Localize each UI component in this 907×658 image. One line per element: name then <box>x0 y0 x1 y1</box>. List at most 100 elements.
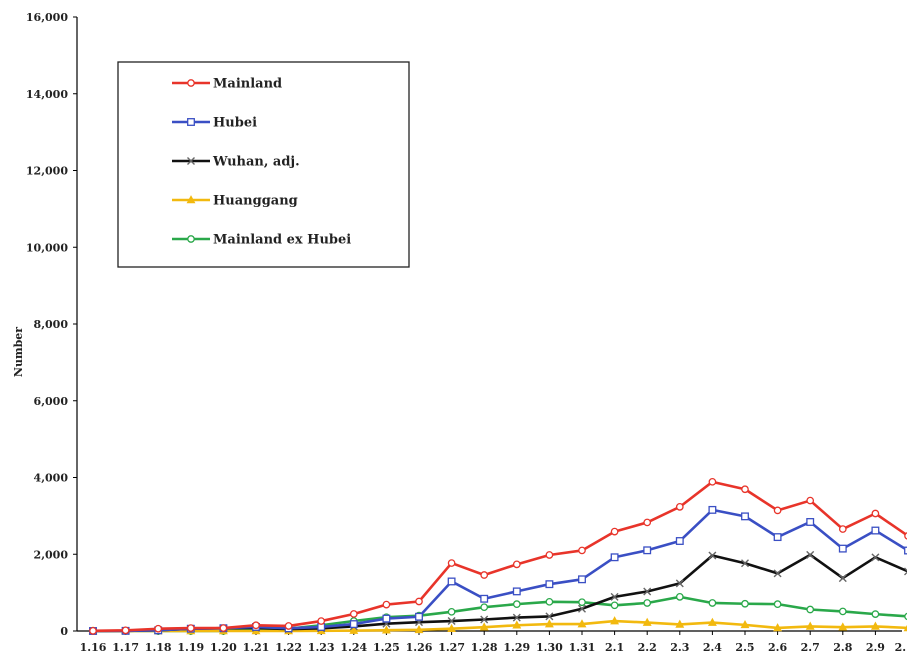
x-tick-label: 2.7 <box>801 641 820 654</box>
legend-item: Hubei <box>172 116 257 131</box>
legend-marker <box>187 79 195 87</box>
data-point <box>675 619 685 628</box>
data-point <box>904 546 907 555</box>
data-point <box>121 626 130 635</box>
data-point <box>838 607 847 616</box>
data-point <box>707 617 717 626</box>
data-point <box>675 592 684 601</box>
data-point <box>512 587 521 596</box>
y-tick-label: 6,000 <box>34 395 69 408</box>
data-point <box>545 612 554 621</box>
legend-label: Hubei <box>213 116 257 131</box>
data-point <box>643 518 652 527</box>
data-point <box>806 496 815 505</box>
x-tick-label: 2.1 <box>605 641 624 654</box>
y-axis: 0 2,000 4,000 6,000 8,000 10,000 12,000 14,000 1… <box>26 11 78 638</box>
data-point <box>480 594 489 603</box>
x-tick-label: 2.5 <box>735 641 754 654</box>
x-tick-label: 2.6 <box>768 641 787 654</box>
data-point <box>447 623 457 632</box>
x-tick-label: 2.4 <box>703 641 722 654</box>
x-tick-label: 1.16 <box>80 641 107 654</box>
data-point <box>349 610 358 618</box>
data-point <box>773 569 782 578</box>
data-point <box>382 614 391 623</box>
data-point <box>447 559 456 567</box>
data-point <box>578 546 586 555</box>
y-axis-label: Number <box>12 327 25 377</box>
data-point <box>838 622 848 631</box>
x-tick-label: 2.8 <box>833 641 852 654</box>
data-point <box>447 577 456 586</box>
data-point <box>741 512 749 521</box>
data-point <box>382 600 391 609</box>
legend-item: Mainland <box>172 77 282 92</box>
data-point <box>349 625 359 634</box>
data-point <box>773 600 782 608</box>
x-tick-label: 2.2 <box>638 641 657 654</box>
data-point <box>512 560 521 569</box>
legend-label: Wuhan, adj. <box>212 155 300 170</box>
x-tick-label: 1.25 <box>373 641 400 654</box>
legend-item: Huanggang <box>172 194 298 209</box>
data-point <box>610 601 619 610</box>
x-tick-label: 1.27 <box>438 641 465 654</box>
data-point <box>643 599 652 607</box>
data-point <box>89 626 97 635</box>
data-point <box>447 617 456 626</box>
legend-item: Mainland ex Hubei <box>172 233 351 248</box>
data-point <box>447 607 456 616</box>
series-line <box>93 619 907 633</box>
data-point <box>610 592 619 601</box>
data-point <box>675 537 684 545</box>
data-point <box>838 525 847 533</box>
x-tick-label: 1.24 <box>340 641 367 654</box>
data-point <box>643 546 652 555</box>
x-tick-label: 1.31 <box>569 641 596 654</box>
data-point <box>904 532 907 540</box>
y-tick-label: 14,000 <box>26 88 68 101</box>
y-tick-label: 12,000 <box>26 165 68 178</box>
data-point <box>186 624 195 632</box>
data-point <box>773 533 782 542</box>
series-layer <box>88 477 907 635</box>
data-point <box>219 624 228 632</box>
x-axis: 1.16 1.17 1.18 1.19 1.20 1.21 1.22 1.23 1.24 1.25… <box>77 630 907 654</box>
data-point <box>675 503 684 511</box>
x-tick-label: 1.21 <box>243 641 270 654</box>
data-point <box>642 617 652 626</box>
legend-label: Mainland ex Hubei <box>213 233 351 248</box>
series-0 <box>89 477 907 635</box>
data-point <box>381 625 391 634</box>
series-line <box>92 480 907 633</box>
data-point <box>838 574 847 583</box>
data-point <box>480 615 489 624</box>
legend-label: Huanggang <box>213 194 298 209</box>
data-point <box>480 603 489 612</box>
data-point <box>577 619 587 628</box>
data-point <box>512 600 521 608</box>
legend-marker <box>187 118 195 126</box>
data-point <box>610 616 620 625</box>
data-point <box>414 625 424 634</box>
x-tick-label: 1.23 <box>308 641 335 654</box>
data-point <box>871 526 880 535</box>
data-point <box>903 624 907 632</box>
data-point <box>284 622 293 630</box>
data-point <box>870 621 880 630</box>
data-point <box>904 567 907 576</box>
x-tick-label: 1.22 <box>275 641 302 654</box>
legend-marker <box>186 195 196 204</box>
x-tick-label: 1.20 <box>210 641 237 654</box>
data-point <box>708 477 717 486</box>
data-point <box>708 599 717 607</box>
legend: Mainland Hubei Wuhan, adj. Huanggang Mainlan… <box>117 61 410 268</box>
data-point <box>871 553 880 562</box>
data-point <box>904 612 907 621</box>
data-point <box>806 605 815 614</box>
data-point <box>643 587 652 596</box>
x-tick-label: 1.30 <box>536 641 563 654</box>
data-point <box>773 623 783 632</box>
data-point <box>154 624 163 633</box>
